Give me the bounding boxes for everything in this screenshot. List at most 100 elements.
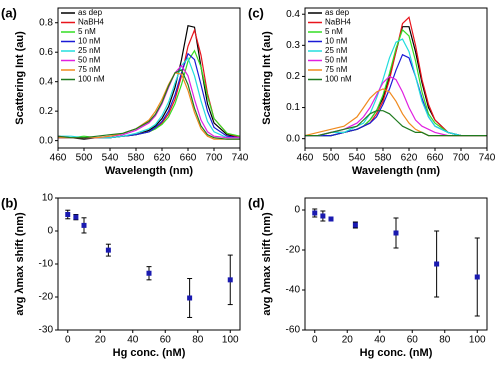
y-tick-label: 0.8 (39, 17, 53, 28)
x-tick-label: 500 (323, 153, 340, 164)
x-tick-label: 660 (427, 153, 444, 164)
y-axis-label: avg λmax shift (nm) (14, 212, 26, 316)
y-tick-label: -30 (39, 325, 54, 336)
legend-label: NaBH4 (78, 18, 104, 27)
panel-label: (a) (1, 5, 17, 20)
y-tick-label: -10 (39, 259, 54, 270)
data-point (352, 222, 358, 228)
data-point (81, 222, 87, 228)
spectrum-line (305, 38, 487, 137)
x-tick-label: 80 (192, 335, 204, 346)
x-tick-label: 100 (469, 335, 486, 346)
spectrum-line (57, 69, 240, 140)
x-axis-label: Wavelength (nm) (352, 165, 441, 177)
y-tick-label: -20 (286, 245, 301, 256)
x-tick-label: 740 (232, 153, 249, 164)
x-tick-label: 60 (407, 335, 419, 346)
data-point (312, 210, 318, 216)
x-tick-label: 80 (439, 335, 451, 346)
legend-label: 5 nM (325, 27, 343, 36)
data-point (320, 213, 326, 219)
x-tick-label: 20 (342, 335, 354, 346)
y-tick-label: 0.0 (39, 135, 53, 146)
x-tick-label: 40 (374, 335, 386, 346)
data-point (187, 295, 193, 301)
spectrum-line (58, 72, 240, 140)
legend-label: 50 nM (325, 56, 348, 65)
plot-frame (304, 197, 488, 331)
x-tick-label: 460 (50, 153, 67, 164)
x-tick-label: 700 (206, 153, 223, 164)
y-axis-label: Scattering Int (au) (14, 31, 26, 125)
panel-label: (c) (248, 5, 264, 20)
x-tick-label: 540 (102, 153, 119, 164)
x-tick-label: 460 (297, 153, 314, 164)
spectrum-line (305, 110, 487, 137)
y-tick-label: 0.0 (286, 133, 300, 144)
data-point (328, 216, 334, 222)
x-tick-label: 580 (128, 153, 145, 164)
data-point (434, 261, 440, 267)
panel-label: (b) (1, 195, 18, 210)
x-tick-label: 620 (401, 153, 418, 164)
y-tick-label: 0.6 (39, 47, 53, 58)
x-tick-label: 60 (160, 335, 172, 346)
y-tick-label: 0.3 (286, 40, 300, 51)
x-tick-label: 700 (453, 153, 470, 164)
y-tick-label: 0.4 (39, 76, 53, 87)
y-tick-label: -20 (39, 292, 54, 303)
data-point (105, 247, 111, 253)
panel-label: (d) (248, 195, 265, 210)
y-tick-label: 0 (294, 205, 300, 216)
y-tick-label: 0.2 (286, 71, 300, 82)
x-tick-label: 100 (222, 335, 239, 346)
x-tick-label: 740 (479, 153, 496, 164)
x-tick-label: 0 (65, 335, 71, 346)
data-point (73, 214, 79, 220)
legend-label: 100 nM (78, 75, 105, 84)
legend-label: 25 nM (325, 46, 348, 55)
x-axis-label: Hg conc. (nM) (113, 347, 186, 359)
x-tick-label: 660 (180, 153, 197, 164)
x-tick-label: 540 (349, 153, 366, 164)
y-tick-label: -60 (286, 325, 301, 336)
x-tick-label: 580 (375, 153, 392, 164)
data-point (146, 270, 152, 276)
plot-frame (57, 7, 241, 149)
data-point (227, 277, 233, 283)
y-tick-label: 0.1 (286, 102, 300, 113)
plot-frame (304, 7, 488, 149)
legend-label: 50 nM (78, 56, 101, 65)
legend-label: as dep (325, 8, 350, 17)
data-point (393, 230, 399, 236)
y-axis-label: Scattering Int (au) (261, 31, 273, 125)
x-axis-label: Wavelength (nm) (105, 165, 194, 177)
x-tick-label: 620 (154, 153, 171, 164)
legend-label: 100 nM (325, 75, 352, 84)
legend-label: 10 nM (325, 37, 348, 46)
legend-label: as dep (78, 8, 103, 17)
legend-label: NaBH4 (325, 18, 351, 27)
y-tick-label: 0.4 (286, 9, 300, 20)
x-tick-label: 20 (95, 335, 107, 346)
plot-frame (57, 197, 241, 331)
spectrum-line (304, 88, 487, 137)
y-tick-label: 10 (42, 193, 54, 204)
spectrum-line (305, 75, 487, 137)
x-tick-label: 40 (127, 335, 139, 346)
legend-label: 75 nM (78, 65, 101, 74)
y-tick-label: 0 (47, 226, 53, 237)
data-point (65, 212, 71, 217)
y-axis-label: avg λmax shift (nm) (261, 212, 273, 316)
legend-label: 25 nM (78, 46, 101, 55)
y-tick-label: -40 (286, 285, 301, 296)
x-tick-label: 0 (312, 335, 318, 346)
x-axis-label: Hg conc. (nM) (360, 347, 433, 359)
legend-label: 5 nM (78, 27, 96, 36)
x-tick-label: 500 (76, 153, 93, 164)
y-tick-label: 0.2 (39, 106, 53, 117)
data-point (474, 274, 480, 280)
legend-label: 10 nM (78, 37, 101, 46)
legend-label: 75 nM (325, 65, 348, 74)
